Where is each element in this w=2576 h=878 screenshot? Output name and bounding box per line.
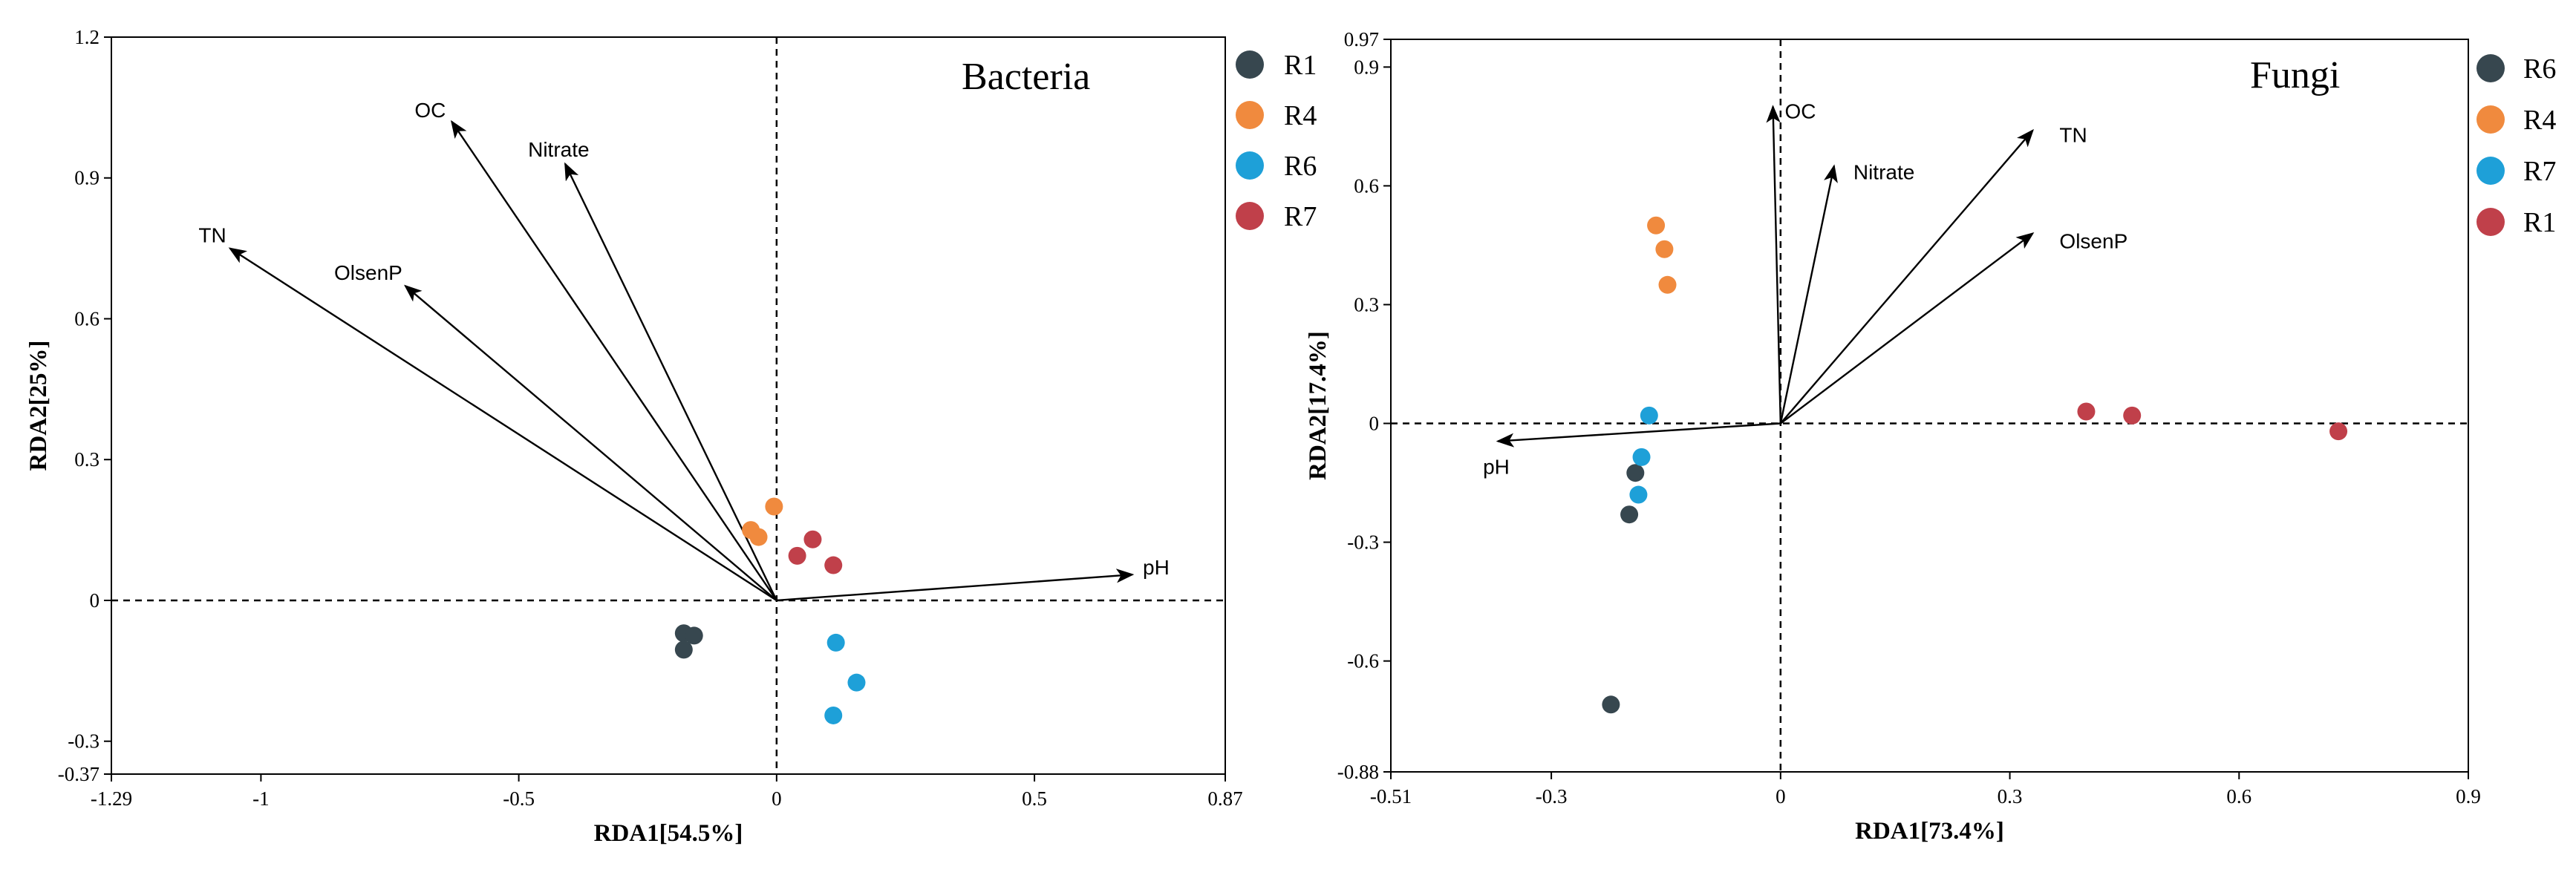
legend-marker-r6: [1236, 151, 1264, 180]
chart-title: Bacteria: [962, 56, 1090, 98]
data-point-r1: [674, 641, 693, 659]
x-axis-label: RDA1[73.4%]: [1855, 818, 2004, 845]
chart-title: Fungi: [2250, 54, 2340, 96]
x-tick-label: -0.3: [1536, 785, 1568, 807]
legend-label-r7: R7: [2523, 156, 2556, 187]
legend-label-r4: R4: [1284, 100, 1317, 131]
legend-marker-r1: [1236, 50, 1264, 79]
x-axis-label: RDA1[54.5%]: [594, 820, 743, 847]
legend-label-r1: R1: [2523, 207, 2556, 238]
y-tick-label: -0.3: [1347, 531, 1379, 554]
legend-label-r6: R6: [2523, 53, 2556, 85]
x-tick-label: 0.6: [2226, 785, 2251, 807]
data-point-r1: [2077, 402, 2096, 421]
vector-arrow-oc: [450, 119, 777, 601]
y-tick-label: 0: [1369, 413, 1380, 435]
vector-arrow-tn: [1779, 128, 2034, 425]
y-tick-label: -0.3: [68, 730, 100, 753]
legend-marker-r1: [2476, 208, 2505, 236]
data-point-r4: [749, 528, 768, 546]
x-tick-label: 0.3: [1998, 785, 2023, 807]
vector-arrow-ph: [1496, 422, 1781, 448]
y-axis-label: RDA2[25%]: [25, 341, 52, 471]
legend-marker-r6: [2476, 54, 2505, 82]
vector-label-tn: TN: [198, 224, 226, 247]
x-tick-label: -0.51: [1370, 785, 1412, 807]
data-point-r4: [765, 497, 783, 516]
y-tick-label: 1.2: [74, 26, 100, 48]
vector-label-nitrate: Nitrate: [1853, 161, 1914, 184]
x-tick-label: 0.9: [2456, 785, 2481, 807]
y-tick-label: 0.9: [1354, 56, 1379, 78]
x-tick-label: 0: [1776, 785, 1786, 807]
vector-arrow-nitrate: [564, 162, 777, 601]
plot-frame: [1390, 39, 2469, 773]
x-tick-label: 0.5: [1022, 787, 1047, 810]
data-point-r6: [1626, 464, 1645, 482]
data-point-r7: [824, 556, 843, 574]
y-tick-label: -0.6: [1347, 650, 1379, 672]
y-tick-label: 0.6: [1354, 174, 1379, 197]
y-tick-label: 0.3: [74, 448, 100, 471]
vector-label-tn: TN: [2059, 124, 2087, 147]
y-tick-label: 0.9: [74, 167, 100, 189]
vector-label-nitrate: Nitrate: [528, 138, 589, 161]
data-point-r7: [1629, 485, 1648, 504]
y-tick-label: 0.3: [1354, 293, 1379, 315]
data-point-r4: [1658, 275, 1677, 294]
y-tick-label: 0.97: [1344, 28, 1379, 50]
legend-marker-r4: [2476, 105, 2505, 134]
data-point-r4: [1647, 216, 1666, 235]
vector-label-olsenp: OlsenP: [334, 261, 402, 284]
vector-arrow-oc: [1766, 105, 1782, 424]
data-point-r6: [1620, 505, 1639, 524]
data-point-r7: [803, 530, 822, 548]
legend-label-r7: R7: [1284, 201, 1317, 232]
x-tick-label: 0: [772, 787, 782, 810]
y-tick-label: -0.88: [1337, 761, 1379, 783]
plot-frame: [111, 36, 1226, 775]
data-point-r6: [1602, 695, 1620, 714]
chart-panel-fungi: -0.51 -0.3 0 0.3 0.6 0.9 -0.88 -0.6 -0.3 0 0.3 0.6 0…: [1305, 28, 2556, 845]
y-tick-label: -0.37: [58, 763, 100, 785]
x-tick-label: 0.87: [1207, 787, 1242, 810]
legend-label-r6: R6: [1284, 151, 1317, 182]
chart-panel-bacteria: -1.29 -1 -0.5 0 0.5 0.87 -0.37 -0.3 0 0.3 0.6 0.9 1.…: [25, 26, 1317, 847]
data-point-r7: [1640, 406, 1658, 425]
vector-label-ph: pH: [1483, 456, 1510, 479]
data-point-r7: [788, 546, 806, 565]
legend-marker-r4: [1236, 101, 1264, 129]
data-point-r6: [826, 633, 845, 652]
vector-arrow-olsenp: [404, 284, 777, 601]
data-point-r1: [2329, 422, 2348, 441]
data-point-r6: [847, 673, 866, 692]
vector-arrow-ph: [776, 569, 1135, 602]
vector-arrow-tn: [228, 247, 777, 601]
x-tick-label: -0.5: [503, 787, 535, 810]
x-tick-label: -1.29: [91, 787, 132, 810]
vector-label-ph: pH: [1143, 556, 1170, 579]
vector-label-olsenp: OlsenP: [2059, 229, 2127, 252]
data-point-r7: [1632, 448, 1651, 466]
vector-label-oc: OC: [1785, 100, 1816, 123]
vector-arrow-nitrate: [1779, 164, 1838, 424]
y-tick-label: 0: [90, 589, 100, 612]
legend-label-r1: R1: [1284, 50, 1317, 81]
data-point-r1: [2123, 406, 2142, 425]
vector-arrow-olsenp: [1780, 232, 2035, 425]
vector-label-oc: OC: [414, 99, 446, 122]
legend-label-r4: R4: [2523, 105, 2556, 136]
y-axis-label: RDA2[17.4%]: [1305, 331, 1331, 480]
legend-marker-r7: [1236, 202, 1264, 230]
data-point-r6: [824, 706, 843, 724]
x-tick-label: -1: [252, 787, 270, 810]
y-tick-label: 0.6: [74, 307, 100, 330]
data-point-r4: [1655, 240, 1674, 258]
data-point-r1: [685, 626, 703, 645]
legend-marker-r7: [2476, 157, 2505, 185]
